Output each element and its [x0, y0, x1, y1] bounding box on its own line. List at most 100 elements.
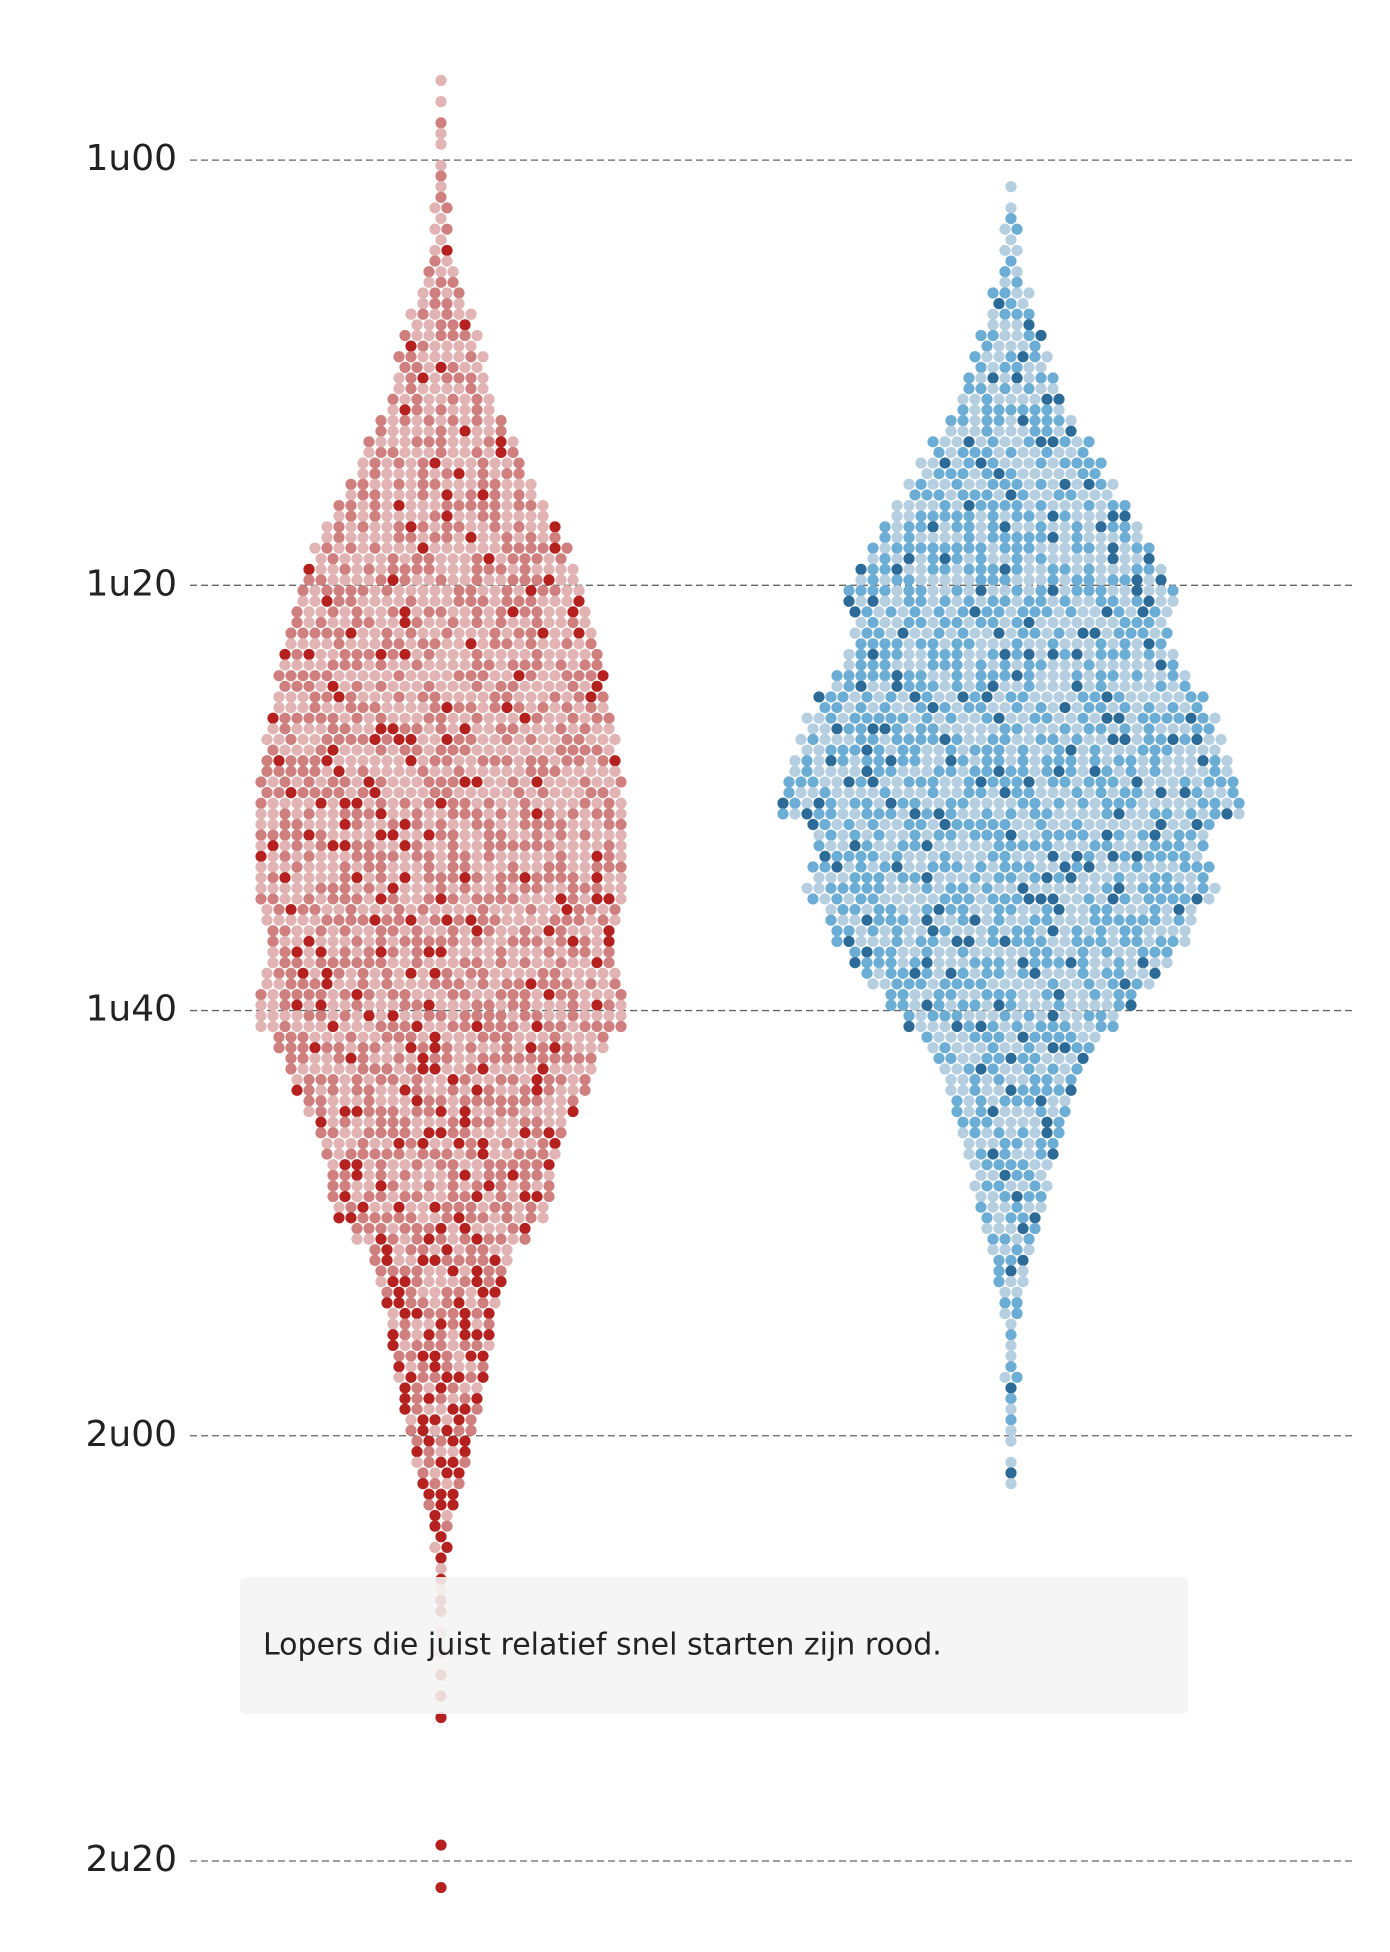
runner-dot — [471, 1233, 483, 1245]
runner-dot — [939, 499, 951, 512]
runner-dot — [573, 670, 585, 682]
runner-dot — [501, 978, 513, 990]
runner-dot — [1035, 787, 1047, 799]
runner-dot — [945, 957, 957, 969]
runner-dot — [525, 585, 537, 597]
runner-dot — [411, 1456, 423, 1468]
runner-dot — [915, 457, 927, 469]
runner-dot — [381, 457, 393, 469]
runner-dot — [255, 808, 267, 820]
runner-dot — [399, 616, 411, 629]
runner-dot — [393, 733, 405, 746]
runner-dot — [339, 1095, 351, 1107]
runner-dot — [1089, 755, 1101, 767]
runner-dot — [567, 861, 579, 873]
runner-dot — [345, 595, 357, 607]
runner-dot — [1047, 542, 1059, 554]
runner-dot — [315, 872, 327, 884]
runner-dot — [903, 1010, 915, 1022]
runner-dot — [453, 383, 465, 395]
runner-dot — [933, 744, 945, 756]
runner-dot — [591, 797, 603, 809]
runner-dot — [423, 861, 435, 873]
runner-dot — [1227, 776, 1239, 788]
runner-dot — [951, 701, 963, 714]
runner-dot — [537, 1137, 549, 1150]
runner-dot — [1053, 765, 1065, 777]
runner-dot — [903, 670, 915, 682]
runner-dot — [1143, 542, 1155, 554]
runner-dot — [879, 935, 891, 948]
runner-dot — [435, 574, 447, 586]
runner-dot — [435, 1233, 447, 1245]
runner-dot — [945, 1084, 957, 1096]
runner-dot — [1137, 808, 1149, 820]
runner-dot — [357, 521, 369, 533]
runner-dot — [423, 1105, 435, 1118]
runner-dot — [315, 1095, 327, 1107]
runner-dot — [1041, 489, 1053, 501]
runner-dot — [441, 351, 453, 363]
runner-dot — [531, 1159, 543, 1171]
runner-dot — [417, 478, 429, 490]
runner-dot — [381, 691, 393, 703]
runner-dot — [1041, 872, 1053, 884]
runner-dot — [327, 616, 339, 629]
runner-dot — [1035, 648, 1047, 661]
runner-dot — [1029, 840, 1041, 852]
runner-dot — [417, 1244, 429, 1256]
runner-dot — [861, 840, 873, 852]
runner-dot — [423, 925, 435, 937]
runner-dot — [975, 574, 987, 586]
runner-dot — [453, 1137, 465, 1150]
runner-dot — [453, 521, 465, 533]
runner-dot — [873, 914, 885, 926]
runner-dot — [969, 744, 981, 756]
runner-dot — [927, 1010, 939, 1022]
runner-dot — [993, 1254, 1005, 1266]
runner-dot — [423, 1127, 435, 1139]
runner-dot — [993, 1052, 1005, 1064]
runner-dot — [261, 967, 273, 979]
runner-dot — [351, 989, 363, 1001]
runner-dot — [453, 1254, 465, 1266]
runner-dot — [261, 903, 273, 916]
runner-dot — [453, 1063, 465, 1075]
runner-dot — [927, 436, 939, 448]
runner-dot — [1131, 776, 1143, 788]
runner-dot — [447, 861, 459, 873]
runner-dot — [453, 308, 465, 320]
runner-dot — [987, 499, 999, 512]
runner-dot — [345, 787, 357, 799]
runner-dot — [525, 755, 537, 767]
runner-dot — [1017, 1052, 1029, 1064]
runner-dot — [591, 935, 603, 948]
runner-dot — [909, 903, 921, 916]
runner-dot — [483, 797, 495, 809]
runner-dot — [273, 967, 285, 979]
runner-dot — [453, 499, 465, 512]
runner-dot — [309, 638, 321, 650]
runner-dot — [363, 1222, 375, 1235]
runner-dot — [327, 1095, 339, 1107]
runner-dot — [825, 691, 837, 703]
runner-dot — [1143, 563, 1155, 575]
runner-dot — [1125, 765, 1137, 777]
runner-dot — [819, 818, 831, 831]
runner-dot — [1017, 914, 1029, 926]
runner-dot — [555, 776, 567, 788]
runner-dot — [951, 531, 963, 544]
runner-dot — [429, 287, 441, 299]
runner-dot — [1119, 616, 1131, 629]
runner-dot — [543, 1180, 555, 1192]
runner-dot — [309, 914, 321, 926]
runner-dot — [1125, 840, 1137, 852]
runner-dot — [1011, 436, 1023, 448]
runner-dot — [363, 861, 375, 873]
runner-dot — [921, 872, 933, 884]
runner-dot — [1197, 829, 1209, 841]
runner-dot — [987, 818, 999, 831]
runner-dot — [939, 659, 951, 671]
runner-dot — [1017, 351, 1029, 363]
runner-dot — [483, 776, 495, 788]
